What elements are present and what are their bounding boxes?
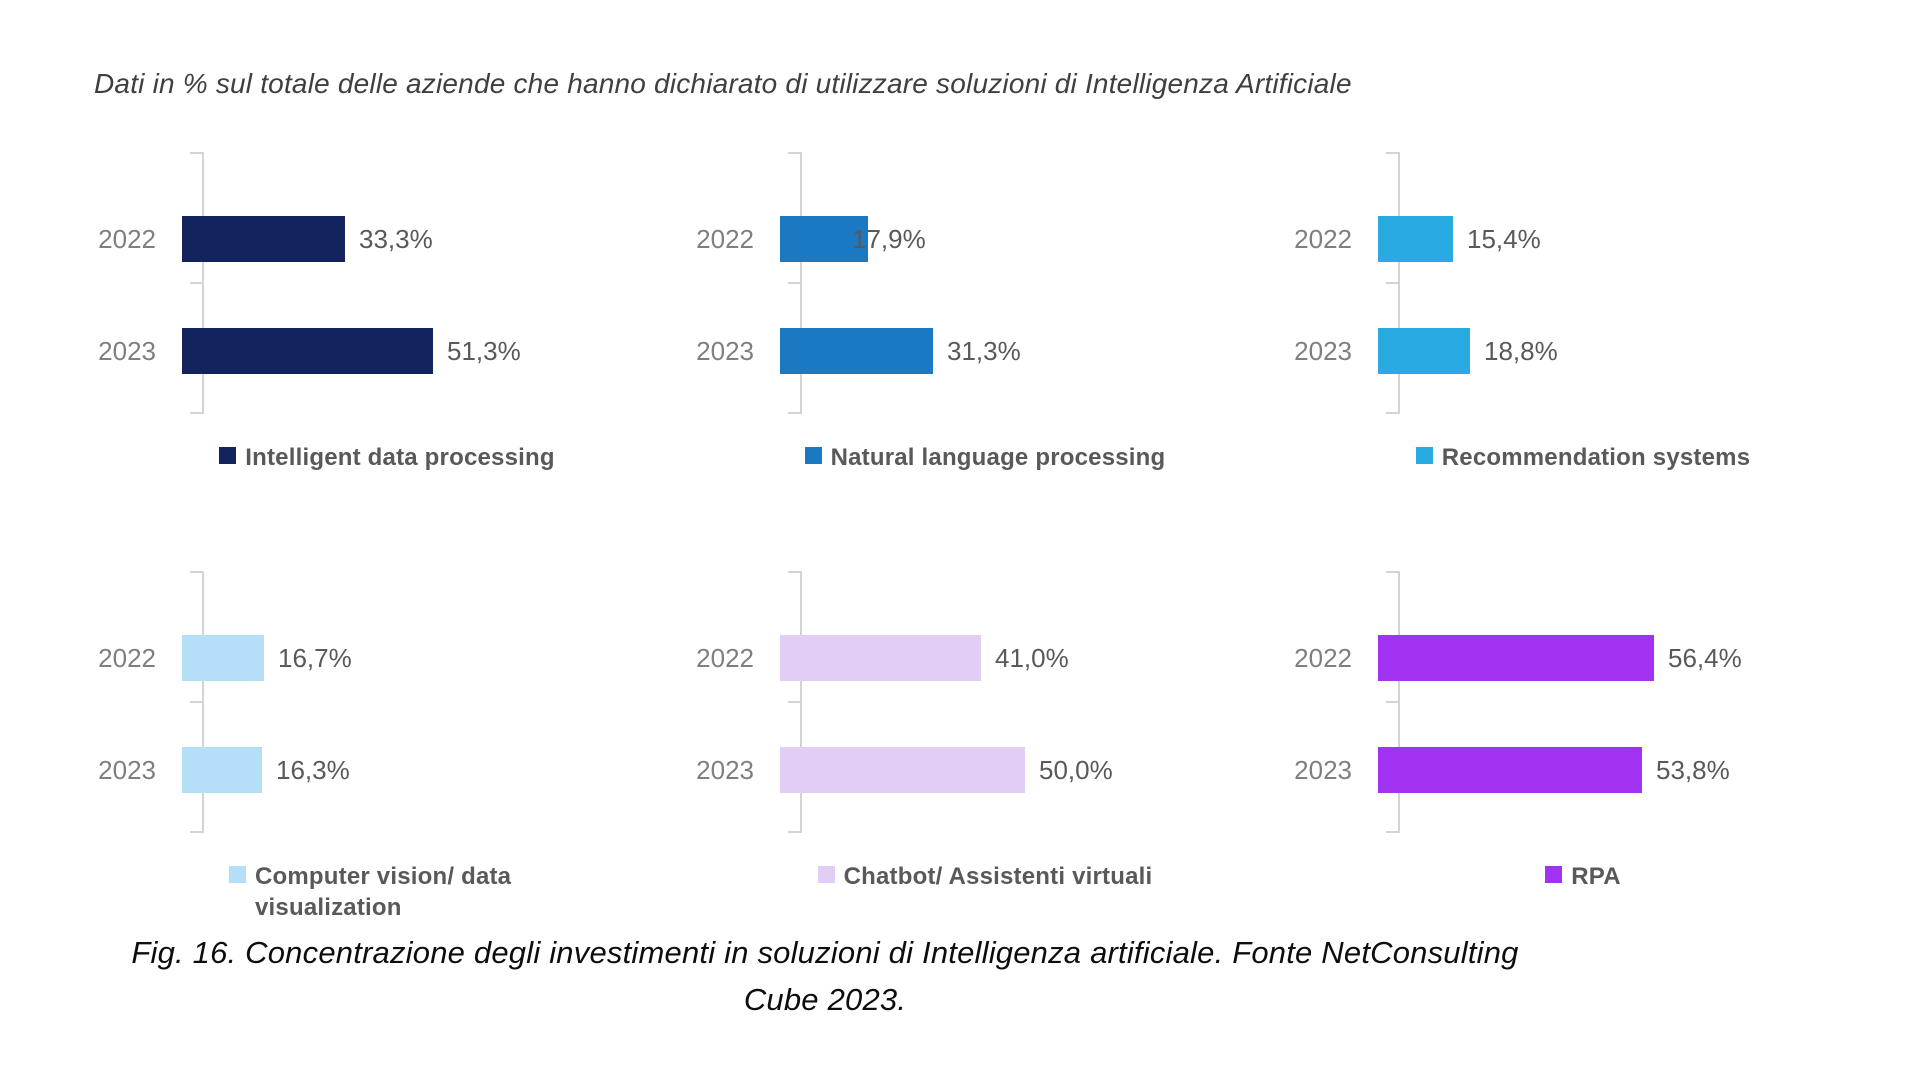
category-axis [202, 152, 204, 414]
category-axis [800, 571, 802, 834]
category-label-2023: 2023 [1294, 754, 1352, 785]
value-label: 31,3% [947, 335, 1021, 366]
category-axis [800, 152, 802, 414]
value-label: 18,8% [1484, 335, 1558, 366]
value-label: 17,9% [852, 223, 926, 254]
axis-tick [1386, 152, 1398, 154]
category-label-2023: 2023 [696, 754, 754, 785]
value-label: 50,0% [1039, 754, 1113, 785]
category-axis [1398, 571, 1400, 834]
legend-label: Chatbot/ Assistenti virtuali [843, 863, 1153, 891]
chart-intelligent-data-processing: 2022 33,3% 2023 51,3% Intelligent data p… [88, 152, 686, 473]
chart-chatbot-assistenti-virtuali: 2022 41,0% 2023 50,0% Chatbot/ Assistent… [686, 571, 1284, 923]
value-label: 33,3% [359, 223, 433, 254]
plot-area: 2022 56,4% 2023 53,8% [1284, 571, 1882, 834]
bar-2023 [780, 328, 933, 374]
chart-natural-language-processing: 2022 17,9% 2023 31,3% Natural language p… [686, 152, 1284, 473]
value-label: 53,8% [1656, 754, 1730, 785]
axis-tick [788, 282, 800, 284]
legend: Intelligent data processing [88, 442, 686, 473]
axis-tick [788, 152, 800, 154]
category-label-2023: 2023 [98, 335, 156, 366]
plot-area: 2022 33,3% 2023 51,3% [88, 152, 686, 414]
axis-tick [1386, 282, 1398, 284]
category-label-2022: 2022 [98, 642, 156, 673]
legend: Chatbot/ Assistenti virtuali [686, 861, 1284, 892]
bar-2023 [182, 328, 433, 374]
axis-tick [1386, 701, 1398, 704]
legend-swatch [817, 866, 835, 884]
bar-2022 [780, 635, 981, 682]
axis-tick [190, 701, 202, 704]
category-label-2022: 2022 [98, 223, 156, 254]
figure-title: Dati in % sul totale delle aziende che h… [94, 68, 1352, 99]
legend-label: Recommendation systems [1441, 444, 1751, 471]
legend-swatch [1545, 866, 1563, 884]
legend-swatch [219, 447, 237, 464]
axis-tick [190, 152, 202, 154]
plot-area: 2022 17,9% 2023 31,3% [686, 152, 1284, 414]
value-label: 16,7% [278, 642, 352, 673]
category-label-2023: 2023 [696, 335, 754, 366]
legend-label: Natural language processing [830, 444, 1166, 471]
legend-label: RPA [1571, 863, 1621, 891]
value-label: 16,3% [276, 754, 350, 785]
legend: Natural language processing [686, 442, 1284, 473]
category-axis [202, 571, 204, 834]
axis-tick [190, 831, 202, 834]
figure-caption: Fig. 16. Concentrazione degli investimen… [131, 935, 1519, 1017]
axis-tick [190, 412, 202, 414]
bar-2022 [780, 216, 868, 262]
bar-2022 [1378, 216, 1453, 262]
legend: Computer vision/ data visualization [88, 861, 686, 923]
chart-rpa: 2022 56,4% 2023 53,8% RPA [1284, 571, 1882, 923]
category-label-2023: 2023 [1294, 335, 1352, 366]
axis-tick [190, 571, 202, 574]
plot-area: 2022 41,0% 2023 50,0% [686, 571, 1284, 834]
legend-label: Intelligent data processing [245, 444, 555, 471]
charts-grid: 2022 33,3% 2023 51,3% Intelligent data p… [88, 152, 1883, 924]
chart-recommendation-systems: 2022 15,4% 2023 18,8% Recommendation sys… [1284, 152, 1882, 473]
bar-2022 [182, 635, 264, 682]
axis-tick [1386, 831, 1398, 834]
legend-label: Computer vision/ data visualization [255, 863, 512, 922]
category-label-2023: 2023 [98, 754, 156, 785]
value-label: 56,4% [1668, 642, 1742, 673]
value-label: 51,3% [447, 335, 521, 366]
axis-tick [1386, 412, 1398, 414]
legend: RPA [1284, 861, 1882, 892]
legend: Recommendation systems [1284, 442, 1882, 473]
plot-area: 2022 15,4% 2023 18,8% [1284, 152, 1882, 414]
bar-2023 [182, 747, 262, 794]
axis-tick [788, 831, 800, 834]
plot-area: 2022 16,7% 2023 16,3% [88, 571, 686, 834]
axis-tick [190, 282, 202, 284]
bar-2022 [1378, 635, 1654, 682]
category-label-2022: 2022 [696, 223, 754, 254]
axis-tick [788, 571, 800, 574]
category-label-2022: 2022 [696, 642, 754, 673]
bar-2023 [1378, 747, 1642, 794]
bar-2023 [1378, 328, 1470, 374]
legend-swatch [1415, 447, 1433, 464]
category-axis [1398, 152, 1400, 414]
axis-tick [1386, 571, 1398, 574]
axis-tick [788, 701, 800, 704]
category-label-2022: 2022 [1294, 223, 1352, 254]
category-label-2022: 2022 [1294, 642, 1352, 673]
bar-2023 [780, 747, 1025, 794]
bar-2022 [182, 216, 345, 262]
axis-tick [788, 412, 800, 414]
legend-swatch [804, 447, 822, 464]
chart-computer-vision-data-visualization: 2022 16,7% 2023 16,3% Computer vision/ d… [88, 571, 686, 923]
legend-swatch [229, 866, 246, 884]
value-label: 15,4% [1467, 223, 1541, 254]
value-label: 41,0% [995, 642, 1069, 673]
